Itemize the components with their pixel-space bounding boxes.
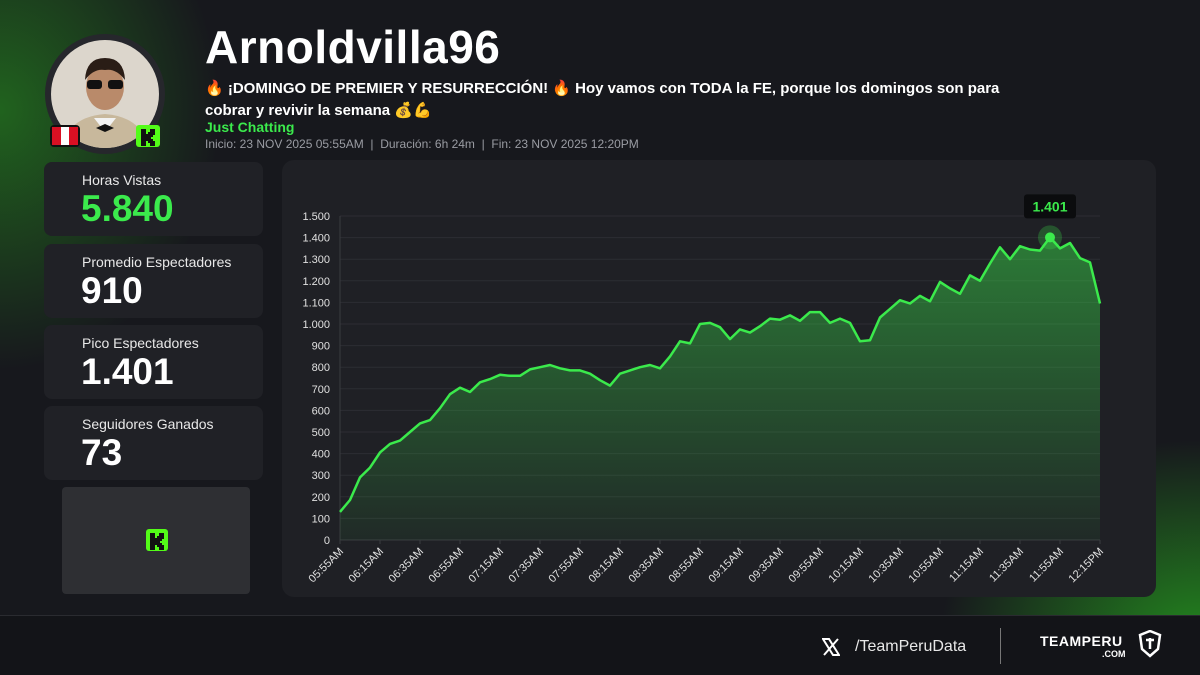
x-tick-label: 05:55AM: [307, 546, 347, 586]
y-tick-label: 200: [312, 492, 330, 504]
x-tick-label: 09:15AM: [707, 546, 747, 586]
platform-box: [62, 487, 250, 594]
stat-label: Promedio Espectadores: [82, 254, 232, 270]
brand-domain: .COM: [1102, 649, 1126, 659]
y-tick-label: 500: [312, 427, 330, 439]
y-tick-label: 1.500: [302, 211, 330, 223]
x-tick-label: 10:35AM: [867, 546, 907, 586]
y-tick-label: 400: [312, 449, 330, 461]
stat-card: Pico Espectadores 1.401: [44, 325, 263, 399]
x-tick-label: 08:55AM: [667, 546, 707, 586]
stream-info: Inicio: 23 NOV 2025 05:55AM | Duración: …: [205, 137, 639, 151]
stat-card: Seguidores Ganados 73: [44, 406, 263, 480]
streamer-name: Arnoldvilla96: [205, 21, 501, 73]
line-area: [340, 237, 1100, 540]
x-tick-label: 10:55AM: [907, 546, 947, 586]
y-tick-label: 0: [324, 535, 330, 547]
x-tick-label: 12:15PM: [1067, 546, 1107, 586]
x-tick-label: 11:15AM: [947, 546, 986, 585]
stat-card: Horas Vistas 5.840: [44, 162, 263, 236]
stat-card: Promedio Espectadores 910: [44, 244, 263, 318]
stream-title: 🔥 ¡DOMINGO DE PREMIER Y RESURRECCIÓN! 🔥 …: [205, 80, 1000, 119]
social-handle: /TeamPeruData: [855, 638, 967, 655]
peak-label: 1.401: [1032, 198, 1067, 214]
divider: [1000, 628, 1001, 664]
x-tick-label: 06:55AM: [427, 546, 467, 586]
footer: /TeamPeruData TEAMPERU .COM: [0, 615, 1200, 675]
x-tick-label: 07:35AM: [507, 546, 547, 586]
y-tick-label: 300: [312, 470, 330, 482]
stat-label: Pico Espectadores: [82, 335, 199, 351]
brand: TEAMPERU: [1040, 633, 1123, 649]
x-tick-label: 10:15AM: [827, 546, 867, 586]
y-tick-label: 900: [312, 341, 330, 353]
x-tick-label: 07:55AM: [547, 546, 587, 586]
x-tick-label: 06:15AM: [347, 546, 387, 586]
line: [339, 236, 1102, 513]
stat-label: Seguidores Ganados: [82, 416, 214, 432]
y-tick-label: 1.300: [302, 254, 330, 266]
x-tick-label: 06:35AM: [387, 546, 427, 586]
avatar: [45, 34, 165, 154]
stat-label: Horas Vistas: [82, 172, 162, 188]
x-tick-label: 09:35AM: [747, 546, 787, 586]
x-icon: [822, 638, 840, 656]
stat-value: 5.840: [81, 188, 174, 229]
x-tick-label: 08:15AM: [587, 546, 627, 586]
y-tick-label: 100: [312, 513, 330, 525]
peak-label-box: [1024, 194, 1076, 219]
y-tick-label: 1.400: [302, 233, 330, 245]
stat-value: 910: [81, 270, 143, 311]
x-tick-label: 11:35AM: [987, 546, 1026, 585]
x-tick-label: 08:35AM: [627, 546, 667, 586]
x-tick-label: 07:15AM: [467, 546, 507, 586]
y-tick-label: 1.200: [302, 276, 330, 288]
peak-point: [1045, 232, 1055, 243]
y-tick-label: 1.100: [302, 297, 330, 309]
y-tick-label: 1.000: [302, 319, 330, 331]
y-tick-label: 600: [312, 405, 330, 417]
chart: 0 100 200 300 400 500 600 700 800 900 1.000 1.100 1.…: [302, 194, 1107, 586]
x-tick-label: 11:55AM: [1027, 546, 1066, 585]
category: Just Chatting: [205, 119, 295, 135]
stat-value: 1.401: [81, 351, 174, 392]
brand-shield: [1138, 630, 1162, 658]
y-tick-label: 800: [312, 362, 330, 374]
y-tick-label: 700: [312, 384, 330, 396]
x-tick-label: 09:55AM: [787, 546, 827, 586]
stat-value: 73: [81, 432, 123, 473]
